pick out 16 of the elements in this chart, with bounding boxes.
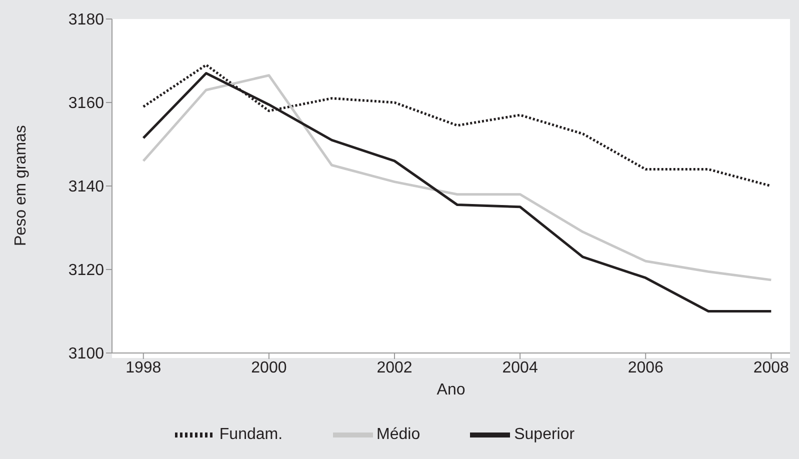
x-tick-label: 2006 — [628, 359, 664, 376]
y-tick-label: 3160 — [68, 95, 104, 112]
y-tick-label: 3120 — [68, 262, 104, 280]
x-tick-label: 2000 — [251, 359, 287, 376]
x-tick-label: 1998 — [126, 359, 162, 376]
legend-label: Médio — [376, 426, 420, 444]
y-tick-label: 3140 — [68, 178, 104, 196]
x-tick-label: 2004 — [502, 359, 538, 376]
legend-label: Fundam. — [219, 426, 283, 444]
x-tick-label: 2002 — [376, 359, 412, 376]
x-tick-label: 2008 — [753, 359, 790, 376]
x-axis-title: Ano — [436, 381, 466, 398]
y-tick-label: 3100 — [68, 346, 104, 363]
legend-label: Superior — [514, 426, 575, 444]
y-axis-title: Peso em gramas — [12, 125, 30, 246]
y-tick-label: 3180 — [68, 12, 104, 29]
